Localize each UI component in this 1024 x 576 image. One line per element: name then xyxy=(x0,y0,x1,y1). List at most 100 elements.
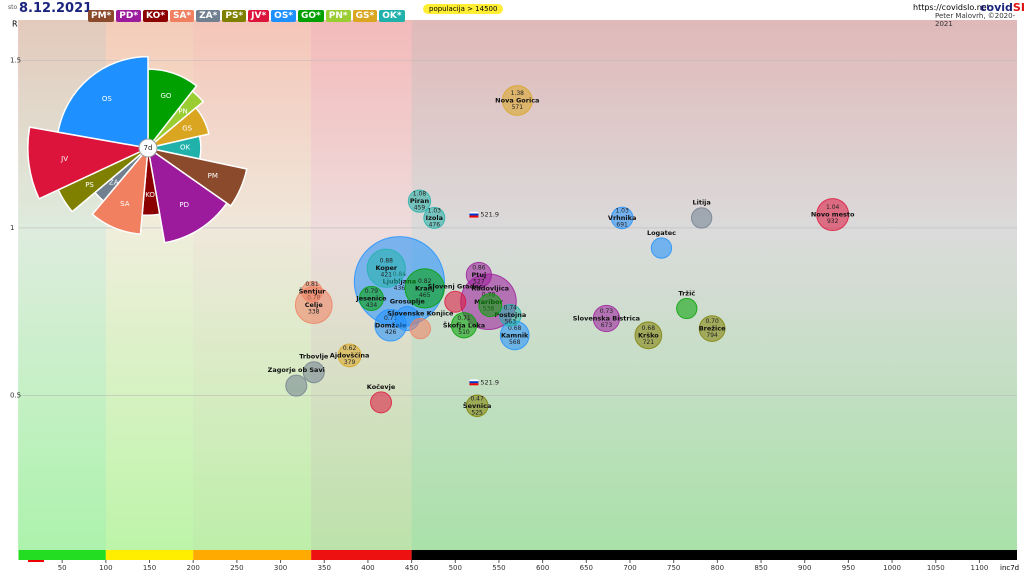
r-label: 0.70 xyxy=(705,318,719,325)
x-label: 338 xyxy=(308,309,320,316)
zone-shade xyxy=(18,20,106,550)
r-label: 0.68 xyxy=(508,325,522,332)
bubble xyxy=(610,206,634,230)
badge: PD* xyxy=(116,10,142,22)
bubble xyxy=(499,320,530,351)
bubble xyxy=(650,237,673,259)
flag-stripe xyxy=(469,379,479,382)
bubble xyxy=(353,236,445,328)
r-label: 0.68 xyxy=(642,325,656,332)
r-label: 0.78 xyxy=(307,295,321,302)
r-label: 0.84 xyxy=(393,271,407,278)
y-tick-label: 1.5 xyxy=(10,56,21,64)
r-label: 1.03 xyxy=(615,207,629,214)
x-label: 721 xyxy=(643,339,655,346)
city-label: Celje xyxy=(305,301,324,309)
flag xyxy=(28,553,44,562)
x-tick-label: 50 xyxy=(58,564,67,572)
x-tick-label: 450 xyxy=(405,564,418,572)
city-label: Maribor xyxy=(474,298,503,306)
flag-stripe xyxy=(469,381,479,384)
zone-band xyxy=(18,550,106,560)
sector-label: GS xyxy=(182,124,192,132)
bubble xyxy=(698,315,726,342)
bubble xyxy=(409,317,432,340)
x-tick-label: 650 xyxy=(580,564,593,572)
r-label: 0.71 xyxy=(384,315,398,322)
badge-row: PM* PD* KO* SA* ZA* PS* JV* OS* GO* PN* GS* OK* xyxy=(88,3,407,22)
bubble xyxy=(444,290,467,313)
x-label: 563 xyxy=(505,319,517,326)
r-label: 0.71 xyxy=(457,315,471,322)
bubble xyxy=(478,293,503,318)
sector-label: SA xyxy=(120,200,130,208)
r-label: 0.73 xyxy=(600,308,614,315)
city-label: Radovljica xyxy=(471,285,509,293)
x-label: 476 xyxy=(429,221,441,228)
city-label: Nova Gorica xyxy=(495,97,539,105)
bubble xyxy=(337,343,362,368)
city-label: Izola xyxy=(426,214,443,222)
x-label: 459 xyxy=(414,205,426,212)
city-label: Trbovlje xyxy=(299,353,329,361)
badge: OS* xyxy=(271,10,297,22)
city-label: Litija xyxy=(692,199,710,207)
city-label: Piran xyxy=(410,197,430,205)
sector-label: PD xyxy=(179,201,189,209)
x-label: 434 xyxy=(366,302,378,309)
x-label: 426 xyxy=(385,329,397,336)
sector xyxy=(91,145,149,236)
r-label: 0.78 xyxy=(482,291,496,298)
x-label: 691 xyxy=(616,221,628,228)
brand-a: covid xyxy=(980,1,1013,14)
zone-band xyxy=(105,550,194,560)
badge: JV* xyxy=(248,10,270,22)
sector xyxy=(93,147,149,203)
x-tick-label: 250 xyxy=(230,564,243,572)
city-label: Zagorje ob Savi xyxy=(268,366,325,374)
zone-shade xyxy=(411,20,1017,550)
city-label: Koper xyxy=(375,264,397,272)
zone-shade xyxy=(193,20,312,550)
x-tick-label: 950 xyxy=(842,564,855,572)
city-label: Tržič xyxy=(678,289,695,297)
prefix: sto xyxy=(8,4,18,11)
r-label: 0.74 xyxy=(504,305,518,312)
zone-shade xyxy=(105,20,194,550)
bubble xyxy=(374,309,407,342)
bubble xyxy=(501,85,533,116)
x-tick-label: 400 xyxy=(361,564,374,572)
brand-b: SLO xyxy=(1012,1,1024,14)
badge: ZA* xyxy=(196,10,221,22)
sector xyxy=(141,147,161,217)
bubble xyxy=(676,297,698,320)
badge: KO* xyxy=(143,10,168,22)
r-label: 0.81 xyxy=(305,281,319,288)
city-label: Slovenj Gradec xyxy=(428,282,483,290)
x-tick-label: 900 xyxy=(798,564,811,572)
y-tick-label: 1 xyxy=(10,224,14,232)
city-label: Ptuj xyxy=(472,271,487,279)
r-label: 1.04 xyxy=(826,204,840,211)
sector xyxy=(147,90,205,149)
url: https://covidslo.net xyxy=(913,3,990,12)
sector xyxy=(147,135,202,160)
city-label: Postojna xyxy=(494,311,526,319)
zone-band xyxy=(193,550,312,560)
y-axis-label: R xyxy=(12,20,18,29)
center-disc xyxy=(138,138,158,158)
date: 8.12.2021 xyxy=(19,1,93,16)
badge: GS* xyxy=(352,10,378,22)
city-label: Grosuplje xyxy=(390,298,426,306)
sector-label: OK xyxy=(180,144,191,152)
header: sto 8.12.2021 PM* PD* KO* SA* ZA* PS* JV* OS* GO… xyxy=(0,0,1024,28)
sector xyxy=(57,147,149,213)
bubble xyxy=(404,268,445,309)
city-label: Ajdovščina xyxy=(330,351,370,359)
badge: SA* xyxy=(169,10,195,22)
x-label: 527 xyxy=(473,278,485,285)
bubble xyxy=(450,312,478,339)
bubble xyxy=(394,306,420,332)
r-label: 0.82 xyxy=(418,278,432,285)
x-tick-label: 200 xyxy=(187,564,200,572)
